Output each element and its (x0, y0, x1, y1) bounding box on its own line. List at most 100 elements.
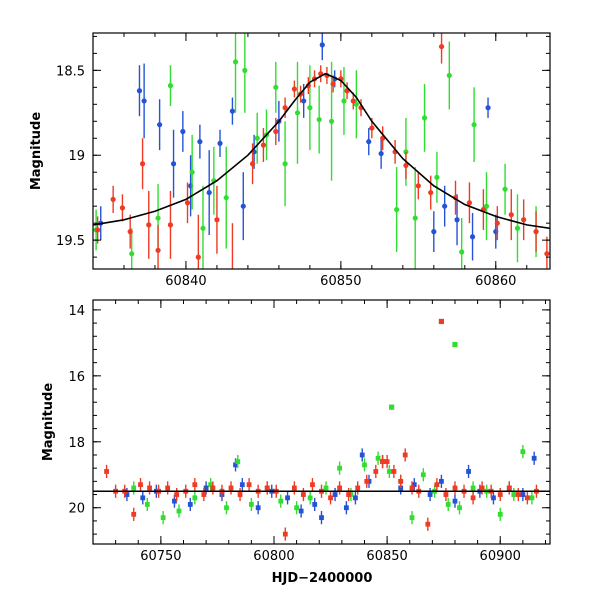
bottom-series-1 (131, 445, 535, 525)
data-point (165, 485, 171, 491)
data-point (260, 142, 267, 148)
bottom-x-axis-title: HJD−2400000 (272, 571, 373, 586)
data-point (378, 150, 384, 157)
data-point (301, 98, 307, 104)
data-point (506, 485, 512, 491)
data-point (520, 449, 526, 455)
data-point (195, 254, 201, 260)
data-point (206, 189, 212, 196)
data-point (192, 495, 198, 501)
data-point (146, 222, 152, 228)
data-point (452, 485, 458, 491)
data-point (235, 459, 241, 464)
data-point (294, 505, 300, 511)
data-point (466, 200, 473, 206)
data-point (428, 189, 434, 196)
data-point (366, 139, 372, 145)
data-point (217, 140, 223, 146)
data-point (330, 81, 336, 87)
data-point (104, 469, 109, 474)
data-point (471, 122, 477, 128)
top-x-tick-label: 60840 (165, 274, 206, 289)
data-point (155, 215, 161, 221)
data-point (307, 495, 313, 501)
data-point (380, 459, 385, 464)
data-point (434, 174, 440, 180)
data-point (337, 485, 342, 491)
data-point (176, 508, 182, 514)
data-point (273, 84, 279, 90)
bottom-panel: 60750 60800 60850 60900 14 16 18 20 Magnitude H… (41, 299, 551, 586)
data-point (508, 212, 514, 218)
data-point (136, 88, 143, 94)
data-point (201, 492, 207, 497)
data-point (319, 42, 325, 48)
data-point (438, 43, 445, 50)
data-point (239, 482, 245, 488)
data-point (386, 469, 392, 474)
fit-curve (93, 72, 550, 230)
top-y-tick-label: 19 (68, 149, 85, 164)
top-y-axis-title: Magnitude (29, 112, 44, 191)
data-point (214, 217, 220, 223)
data-point (421, 115, 428, 121)
bottom-y-tick-label: 20 (68, 502, 85, 517)
data-point (497, 492, 503, 497)
data-point (364, 478, 370, 484)
bottom-x-tick-label: 60900 (480, 549, 521, 564)
data-point (316, 116, 322, 123)
data-point (254, 135, 260, 141)
data-point (353, 495, 358, 501)
data-point (431, 229, 437, 235)
data-point (131, 485, 137, 491)
data-point (459, 249, 465, 255)
data-point (129, 251, 135, 257)
data-point (514, 225, 521, 231)
data-point (412, 215, 418, 221)
data-point (398, 478, 404, 484)
data-point (470, 485, 476, 491)
data-point (144, 502, 150, 507)
bottom-axis-ticks: 60750 60800 60850 60900 14 16 18 20 (68, 300, 550, 564)
data-point (141, 98, 147, 104)
data-point (210, 485, 216, 491)
data-point (375, 455, 381, 461)
data-point (172, 498, 177, 504)
outlier-point (452, 341, 458, 348)
data-point (445, 502, 451, 507)
top-panel: 60840 60850 60860 18.5 19 19.5 Magnitude (29, 32, 551, 289)
data-point (521, 217, 527, 223)
data-point (353, 101, 359, 107)
outlier-point (389, 404, 395, 410)
data-point (442, 203, 448, 209)
bottom-series-2 (104, 448, 539, 541)
data-point (425, 521, 431, 527)
top-plot-area (93, 33, 550, 269)
data-point (285, 495, 290, 501)
data-point (282, 105, 288, 111)
data-point (282, 531, 288, 537)
data-point (469, 234, 476, 240)
bottom-y-tick-label: 16 (68, 370, 85, 385)
data-point (237, 492, 243, 497)
data-point (483, 203, 490, 209)
data-point (452, 498, 458, 504)
data-point (155, 247, 161, 253)
data-point (454, 217, 460, 223)
data-point (434, 482, 440, 488)
top-axis-ticks: 60840 60850 60860 18.5 19 19.5 (56, 33, 550, 289)
data-point (403, 149, 409, 155)
data-point (319, 515, 324, 521)
data-point (332, 492, 338, 497)
bottom-y-tick-label: 14 (68, 304, 85, 319)
bottom-y-axis-title: Magnitude (41, 383, 56, 462)
data-point (200, 225, 206, 231)
data-point (278, 498, 284, 504)
data-point (443, 492, 449, 497)
data-point (369, 125, 375, 131)
data-point (420, 472, 426, 478)
data-point (394, 206, 400, 213)
data-point (124, 492, 130, 497)
data-point (457, 505, 462, 511)
